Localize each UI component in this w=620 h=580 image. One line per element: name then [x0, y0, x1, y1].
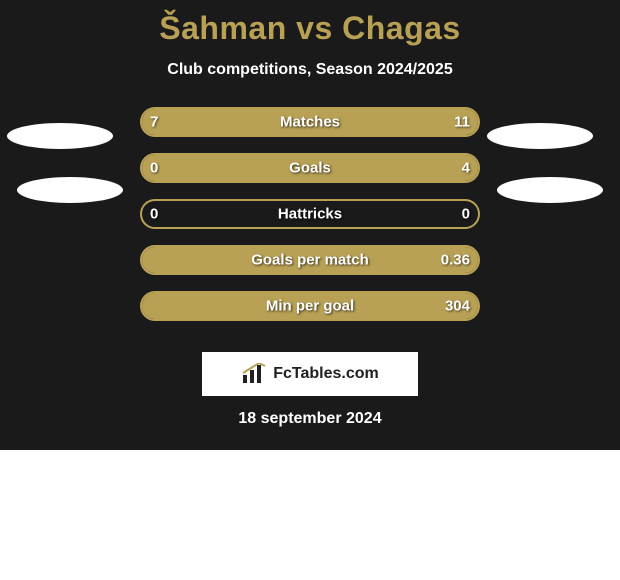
subtitle: Club competitions, Season 2024/2025 [0, 61, 620, 79]
value-left: 0 [150, 206, 158, 223]
row-label: Goals per match [251, 252, 369, 269]
value-right: 0 [462, 206, 470, 223]
value-right: 11 [454, 114, 470, 131]
logo-text: FcTables.com [273, 365, 379, 383]
row-hattricks: 0 Hattricks 0 [0, 199, 620, 229]
value-right: 0.36 [441, 252, 470, 269]
row-label: Goals [289, 160, 331, 177]
row-goals-per-match: Goals per match 0.36 [0, 245, 620, 275]
row-label: Min per goal [266, 298, 354, 315]
row-label: Hattricks [278, 206, 342, 223]
value-left: 7 [150, 114, 158, 131]
chart-icon [241, 363, 269, 385]
page-title: Šahman vs Chagas [0, 0, 620, 47]
player-badge-left-1 [17, 177, 123, 203]
source-logo: FcTables.com [202, 352, 418, 396]
value-left: 0 [150, 160, 158, 177]
logo-inner: FcTables.com [241, 363, 379, 385]
player-badge-right-1 [497, 177, 603, 203]
bar-fill-left [142, 109, 273, 135]
comparison-panel: Šahman vs Chagas Club competitions, Seas… [0, 0, 620, 450]
player-badge-left-0 [7, 123, 113, 149]
player-badge-right-0 [487, 123, 593, 149]
value-right: 4 [462, 160, 470, 177]
row-label: Matches [280, 114, 340, 131]
value-right: 304 [445, 298, 470, 315]
row-min-per-goal: Min per goal 304 [0, 291, 620, 321]
date-line: 18 september 2024 [0, 410, 620, 428]
